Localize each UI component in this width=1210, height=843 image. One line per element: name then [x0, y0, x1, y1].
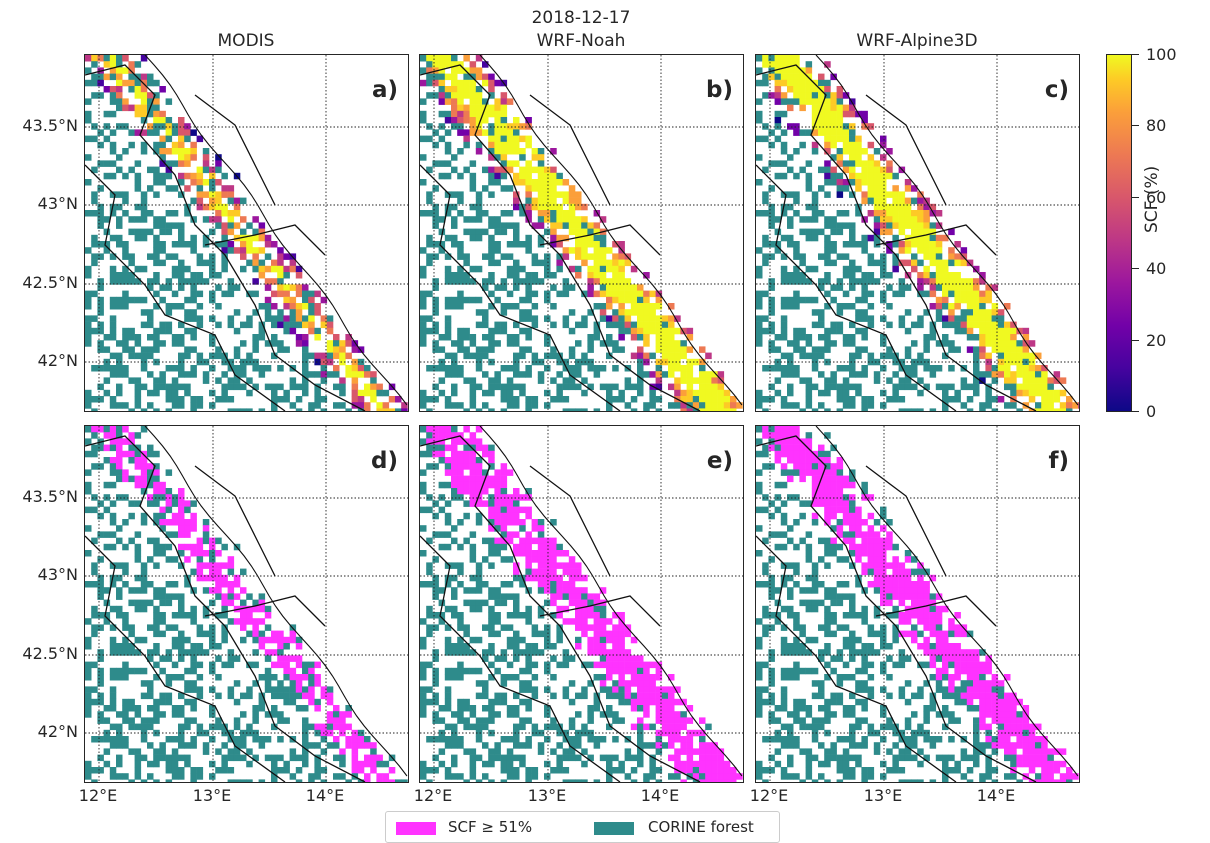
region-border-d-3 [194, 465, 276, 577]
region-border-b-2 [539, 224, 661, 256]
y-tick-top-42: 42°N [37, 351, 78, 370]
figure-date: 2018-12-17 [531, 8, 631, 28]
y-tick-top-42.5: 42.5°N [22, 273, 78, 292]
region-border-a-3 [194, 94, 276, 206]
panel-label-c: c) [1044, 77, 1069, 103]
region-border-e-2 [539, 595, 661, 627]
map-panel-e: e) [419, 425, 744, 783]
region-border-c-0 [756, 64, 1037, 411]
column-title-wrf-alpine3d: WRF-Alpine3D [856, 31, 978, 51]
colorbar-label-20: 20 [1146, 331, 1167, 350]
colorbar-label-60: 60 [1146, 188, 1167, 207]
map-canvas-b [420, 55, 743, 411]
column-title-modis: MODIS [217, 31, 275, 51]
coastline-e [479, 426, 743, 777]
map-panel-d: d) [84, 425, 409, 783]
map-raster-b [420, 55, 743, 411]
colorbar-label-80: 80 [1146, 116, 1167, 135]
panel-label-a: a) [371, 77, 398, 103]
map-raster-d [85, 426, 408, 782]
y-tick-top-43.5: 43.5°N [22, 116, 78, 135]
map-raster-e [420, 426, 743, 782]
region-border-b-1 [420, 164, 621, 411]
coastline-f [815, 426, 1079, 777]
region-border-e-1 [420, 535, 621, 782]
panel-label-b: b) [706, 77, 733, 103]
map-raster-f [756, 426, 1079, 782]
x-tick-b-13: 13°E [527, 786, 567, 805]
region-border-f-2 [875, 595, 997, 627]
x-tick-b-14: 14°E [640, 786, 680, 805]
colorbar [1106, 54, 1132, 412]
y-tick-bottom-42.5: 42.5°N [22, 644, 78, 663]
legend-label-snow: SCF ≥ 51% [448, 818, 533, 836]
map-panel-c: c) [755, 54, 1080, 412]
x-tick-c-12: 12°E [749, 786, 789, 805]
x-tick-a-14: 14°E [305, 786, 345, 805]
region-border-a-2 [204, 224, 326, 256]
region-border-f-1 [756, 535, 957, 782]
map-canvas-e [420, 426, 743, 782]
y-tick-bottom-43: 43°N [37, 565, 78, 584]
region-border-f-3 [865, 465, 947, 577]
x-tick-c-14: 14°E [976, 786, 1016, 805]
region-border-c-2 [875, 224, 997, 256]
legend-label-forest: CORINE forest [648, 818, 754, 836]
x-tick-b-12: 12°E [413, 786, 453, 805]
map-raster-a [85, 55, 408, 411]
region-border-c-1 [756, 164, 957, 411]
region-border-b-0 [420, 64, 701, 411]
coastline-c [815, 55, 1079, 406]
y-tick-bottom-42: 42°N [37, 722, 78, 741]
map-canvas-c [756, 55, 1079, 411]
legend-swatch-snow [396, 822, 436, 835]
y-tick-bottom-43.5: 43.5°N [22, 487, 78, 506]
column-title-wrf-noah: WRF-Noah [536, 31, 626, 51]
map-canvas-a [85, 55, 408, 411]
colorbar-tick-40 [1132, 268, 1139, 270]
map-canvas-d [85, 426, 408, 782]
region-border-a-0 [85, 64, 366, 411]
colorbar-label-0: 0 [1146, 402, 1157, 421]
region-border-e-3 [529, 465, 611, 577]
y-tick-top-43: 43°N [37, 194, 78, 213]
panel-label-f: f) [1048, 448, 1069, 474]
x-tick-c-13: 13°E [863, 786, 903, 805]
region-border-a-1 [85, 164, 286, 411]
region-border-e-0 [420, 435, 701, 782]
colorbar-tick-0 [1132, 411, 1139, 413]
legend-swatch-forest [594, 822, 634, 835]
x-tick-a-13: 13°E [192, 786, 232, 805]
colorbar-label-40: 40 [1146, 259, 1167, 278]
map-panel-f: f) [755, 425, 1080, 783]
colorbar-tick-100 [1132, 54, 1139, 56]
map-canvas-f [756, 426, 1079, 782]
colorbar-tick-60 [1132, 197, 1139, 199]
region-border-b-3 [529, 94, 611, 206]
region-border-d-0 [85, 435, 366, 782]
region-border-d-2 [204, 595, 326, 627]
map-panel-b: b) [419, 54, 744, 412]
region-border-c-3 [865, 94, 947, 206]
legend: SCF ≥ 51% CORINE forest [385, 811, 780, 843]
coastline-d [144, 426, 408, 777]
region-border-f-0 [756, 435, 1037, 782]
panel-label-e: e) [706, 448, 733, 474]
x-tick-a-12: 12°E [78, 786, 118, 805]
map-panel-a: a) [84, 54, 409, 412]
colorbar-label-100: 100 [1146, 45, 1177, 64]
colorbar-tick-80 [1132, 125, 1139, 127]
coastline-a [144, 55, 408, 406]
colorbar-tick-20 [1132, 340, 1139, 342]
region-border-d-1 [85, 535, 286, 782]
coastline-b [479, 55, 743, 406]
colorbar-title: SCF (%) [1142, 165, 1162, 233]
panel-label-d: d) [371, 448, 398, 474]
map-raster-c [756, 55, 1079, 411]
